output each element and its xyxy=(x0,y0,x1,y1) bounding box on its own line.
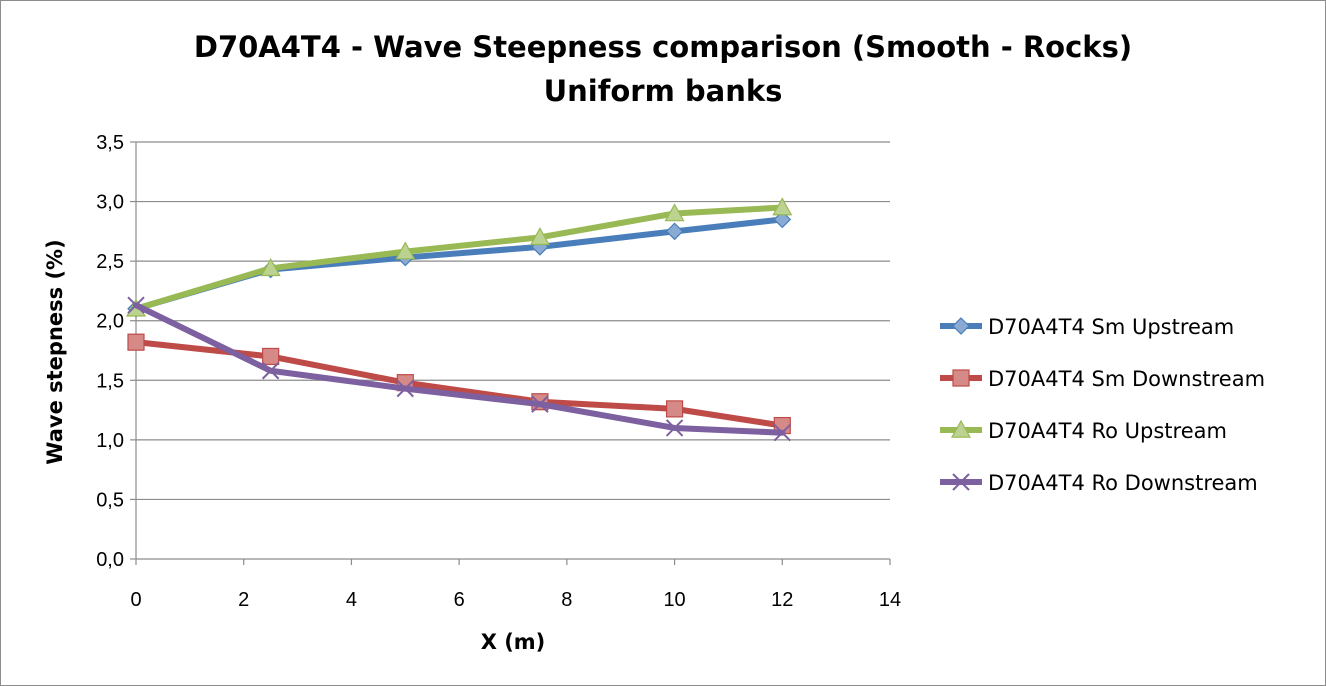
series-1 xyxy=(127,210,792,318)
legend-item: D70A4T4 Ro Downstream xyxy=(940,471,1258,495)
x-tick-label: 8 xyxy=(561,589,572,611)
data-point-square xyxy=(665,400,684,418)
x-tick-label: 0 xyxy=(130,589,141,611)
data-point-x xyxy=(773,424,791,442)
data-point-triangle xyxy=(529,227,550,246)
legend-item: D70A4T4 Sm Downstream xyxy=(940,367,1265,391)
legend-label: D70A4T4 Sm Downstream xyxy=(988,367,1265,391)
chart-title: D70A4T4 - Wave Steepness comparison (Smo… xyxy=(193,30,1133,64)
y-tick-label: 2,5 xyxy=(96,251,124,273)
legend-label: D70A4T4 Sm Upstream xyxy=(988,315,1234,339)
data-point-triangle xyxy=(772,197,793,216)
data-point-triangle xyxy=(260,258,281,277)
y-tick-labels: 0,0 0,5 1,0 1,5 2,0 2,5 3,0 3,5 xyxy=(96,132,124,571)
legend-label: D70A4T4 Ro Downstream xyxy=(988,471,1258,495)
y-tick-label: 3,0 xyxy=(96,192,124,214)
data-point-diamond xyxy=(773,210,792,229)
y-tick-label: 0,5 xyxy=(96,489,124,511)
series-group xyxy=(125,197,793,442)
data-point-triangle xyxy=(395,241,416,260)
series-line xyxy=(133,216,786,312)
y-tick-label: 3,5 xyxy=(96,132,124,154)
data-point-x xyxy=(261,362,280,380)
legend: D70A4T4 Sm Upstream D70A4T4 Sm Downstream… xyxy=(940,315,1265,495)
y-tick-label: 1,5 xyxy=(96,370,124,392)
x-tick-label: 12 xyxy=(771,589,793,611)
data-point-x xyxy=(531,395,549,413)
x-tick-label: 6 xyxy=(454,589,465,611)
y-tick-label: 0,0 xyxy=(96,549,124,571)
data-point-triangle xyxy=(664,203,685,222)
x-tick-label: 4 xyxy=(346,589,357,611)
series-3 xyxy=(125,197,793,317)
chart-subtitle: Uniform banks xyxy=(543,74,783,108)
y-axis-title: Wave stepness (%) xyxy=(43,239,67,464)
legend-label: D70A4T4 Ro Upstream xyxy=(988,419,1227,443)
legend-marker xyxy=(952,473,970,491)
x-tick-label: 2 xyxy=(238,589,249,611)
data-point-diamond xyxy=(665,222,684,241)
x-axis-title: X (m) xyxy=(481,630,546,654)
x-tick-label: 14 xyxy=(879,589,901,611)
legend-marker xyxy=(952,369,970,387)
data-point-square xyxy=(262,347,280,366)
legend-marker xyxy=(950,419,972,438)
legend-marker xyxy=(952,317,970,335)
data-point-square xyxy=(127,333,145,351)
legend-item: D70A4T4 Ro Upstream xyxy=(940,419,1227,443)
y-tick-label: 2,0 xyxy=(96,311,124,333)
series-line xyxy=(133,339,786,429)
series-line xyxy=(133,204,786,312)
y-tick-label: 1,0 xyxy=(96,430,124,452)
data-point-x xyxy=(665,419,684,437)
legend-item: D70A4T4 Sm Upstream xyxy=(940,315,1234,339)
grid-lines xyxy=(136,141,890,501)
x-tick-label: 10 xyxy=(663,589,685,611)
series-4 xyxy=(127,296,791,442)
data-point-x xyxy=(127,296,145,314)
data-point-x xyxy=(396,379,414,398)
series-line xyxy=(133,302,786,436)
x-tick-labels: 0 2 4 6 8 10 12 14 xyxy=(130,589,901,611)
